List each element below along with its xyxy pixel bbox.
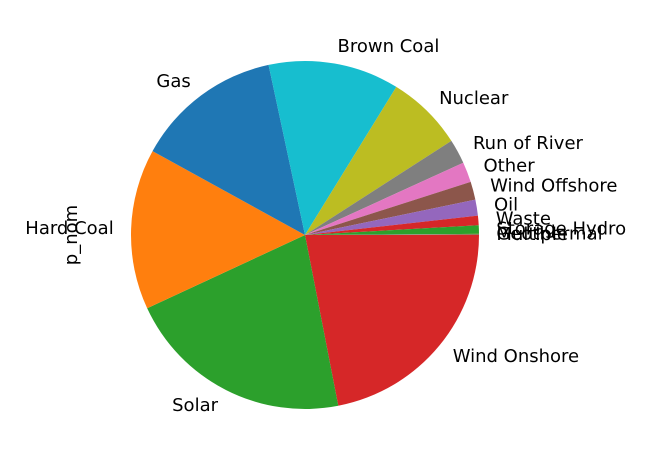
pie-label-run-of-river: Run of River xyxy=(473,133,584,154)
pie-slice-waste xyxy=(305,215,479,235)
pie-label-geothermal: Geothermal xyxy=(496,224,602,245)
pie-slice-run-of-river xyxy=(305,140,464,235)
pie-label-other: Other xyxy=(483,155,535,176)
pie-label-wind-onshore: Wind Onshore xyxy=(453,346,579,367)
pie-slice-gas xyxy=(152,64,305,235)
pie-slice-solar xyxy=(147,235,339,410)
pie-label-multiple: Multiple xyxy=(496,224,568,245)
pie-label-wind-offshore: Wind Offshore xyxy=(490,176,617,197)
pie-slice-multiple xyxy=(305,234,480,235)
pie-slice-hard-coal xyxy=(131,151,305,309)
pie-label-oil: Oil xyxy=(494,194,518,215)
pie-slice-brown-coal xyxy=(268,60,397,235)
pie-label-nuclear: Nuclear xyxy=(439,88,509,109)
pie-label-hard-coal: Hard Coal xyxy=(25,218,113,239)
pie-label-waste: Waste xyxy=(496,208,551,229)
pie-slice-other xyxy=(305,162,471,235)
pie-label-gas: Gas xyxy=(156,71,190,92)
pie-slice-oil xyxy=(305,199,478,235)
pie-label-brown-coal: Brown Coal xyxy=(338,36,440,57)
pie-slice-wind-onshore xyxy=(305,235,479,406)
pie-slice-wind-offshore xyxy=(305,181,476,235)
pie-slice-storage-hydro xyxy=(305,225,479,235)
pie-label-storage-hydro: Storage Hydro xyxy=(496,219,626,240)
y-axis-label: p_nom xyxy=(61,205,82,265)
pie-label-solar: Solar xyxy=(172,395,218,416)
pie-slice-nuclear xyxy=(305,86,452,236)
pie-slice-geothermal xyxy=(305,233,480,235)
pie-labels: Wind Onshore Solar Hard Coal Gas Brown Coal N… xyxy=(25,36,626,416)
pie-slices xyxy=(131,60,480,410)
